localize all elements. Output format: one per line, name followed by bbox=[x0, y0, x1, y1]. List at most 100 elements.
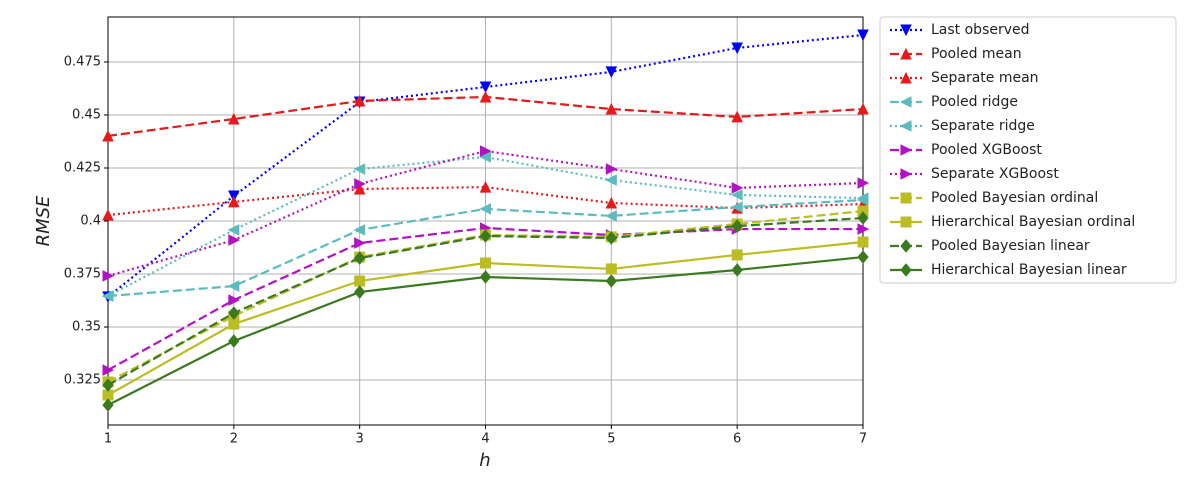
marker bbox=[731, 182, 744, 194]
marker bbox=[605, 174, 617, 186]
marker bbox=[605, 210, 617, 222]
x-tick-label: 4 bbox=[481, 432, 489, 447]
legend-text: Last observed bbox=[931, 22, 1030, 38]
marker bbox=[354, 178, 366, 190]
y-tick-label: 0.475 bbox=[64, 54, 101, 69]
marker bbox=[731, 189, 743, 201]
marker bbox=[900, 144, 913, 156]
x-tick-label: 7 bbox=[859, 432, 867, 447]
marker bbox=[857, 102, 869, 115]
legend-text: Hierarchical Bayesian linear bbox=[931, 262, 1127, 278]
marker bbox=[228, 334, 240, 348]
marker bbox=[605, 196, 618, 209]
marker bbox=[605, 231, 617, 245]
marker bbox=[857, 177, 870, 189]
series bbox=[102, 250, 869, 412]
marker bbox=[899, 96, 912, 108]
marker bbox=[354, 275, 366, 287]
y-tick-label: 0.425 bbox=[64, 160, 101, 175]
marker bbox=[228, 234, 240, 246]
marker bbox=[479, 90, 492, 103]
y-tick-label: 0.35 bbox=[72, 320, 101, 335]
series bbox=[102, 145, 870, 282]
marker bbox=[900, 24, 912, 37]
marker bbox=[227, 224, 240, 236]
y-tick-label: 0.4 bbox=[80, 214, 101, 229]
marker bbox=[899, 120, 912, 132]
marker bbox=[228, 306, 240, 320]
marker bbox=[479, 151, 491, 163]
marker bbox=[228, 294, 240, 306]
legend-text: Separate ridge bbox=[931, 118, 1035, 134]
series bbox=[102, 211, 869, 392]
marker bbox=[605, 274, 617, 288]
legend-text: Pooled ridge bbox=[931, 94, 1018, 110]
marker bbox=[102, 398, 114, 412]
marker bbox=[479, 229, 492, 243]
marker bbox=[353, 182, 366, 195]
marker bbox=[731, 110, 743, 123]
marker bbox=[731, 219, 743, 233]
y-tick-label: 0.325 bbox=[64, 373, 101, 388]
x-tick-label: 1 bbox=[104, 432, 112, 447]
marker bbox=[900, 168, 913, 180]
marker bbox=[857, 211, 869, 225]
marker bbox=[857, 236, 869, 248]
legend-text: Hierarchical Bayesian ordinal bbox=[931, 214, 1135, 230]
marker bbox=[102, 208, 114, 221]
marker bbox=[857, 250, 869, 264]
marker bbox=[900, 192, 912, 204]
legend-text: Pooled Bayesian linear bbox=[931, 238, 1090, 254]
marker bbox=[605, 102, 618, 115]
marker bbox=[900, 71, 912, 84]
marker bbox=[479, 203, 491, 215]
y-tick-label: 0.375 bbox=[64, 267, 101, 282]
marker bbox=[857, 29, 869, 42]
marker bbox=[900, 239, 912, 253]
marker bbox=[479, 270, 492, 284]
marker bbox=[353, 163, 366, 175]
series bbox=[101, 151, 869, 302]
marker bbox=[480, 257, 491, 269]
marker bbox=[354, 251, 366, 265]
marker bbox=[900, 216, 912, 228]
marker bbox=[228, 318, 240, 330]
x-axis-label: h bbox=[479, 450, 490, 471]
marker bbox=[900, 47, 912, 60]
x-tick-label: 6 bbox=[733, 432, 741, 447]
legend-text: Separate mean bbox=[931, 70, 1039, 86]
legend-text: Pooled Bayesian ordinal bbox=[931, 190, 1098, 206]
x-tick-label: 3 bbox=[356, 432, 364, 447]
marker bbox=[228, 195, 240, 208]
marker bbox=[353, 94, 366, 107]
marker bbox=[605, 163, 618, 175]
legend-box bbox=[879, 16, 1177, 284]
marker bbox=[354, 237, 366, 249]
marker bbox=[102, 129, 114, 142]
marker bbox=[102, 378, 114, 392]
y-axis-label: RMSE bbox=[33, 195, 54, 246]
marker bbox=[857, 223, 870, 235]
marker bbox=[856, 192, 869, 204]
legend-text: Pooled XGBoost bbox=[931, 142, 1042, 158]
marker bbox=[479, 81, 492, 94]
marker bbox=[731, 249, 743, 261]
legend-text: Separate XGBoost bbox=[931, 166, 1059, 182]
series bbox=[102, 90, 869, 142]
marker bbox=[479, 180, 492, 193]
series bbox=[102, 236, 869, 401]
marker bbox=[228, 112, 240, 125]
marker bbox=[102, 270, 115, 282]
marker bbox=[480, 145, 492, 157]
marker bbox=[731, 263, 743, 277]
marker bbox=[227, 280, 240, 292]
marker bbox=[101, 290, 114, 302]
legend-text: Pooled mean bbox=[931, 46, 1022, 62]
marker bbox=[731, 201, 743, 213]
marker bbox=[731, 42, 743, 55]
marker bbox=[102, 364, 115, 376]
x-tick-label: 5 bbox=[607, 432, 615, 447]
y-tick-label: 0.45 bbox=[72, 107, 101, 122]
x-tick-label: 2 bbox=[230, 432, 238, 447]
